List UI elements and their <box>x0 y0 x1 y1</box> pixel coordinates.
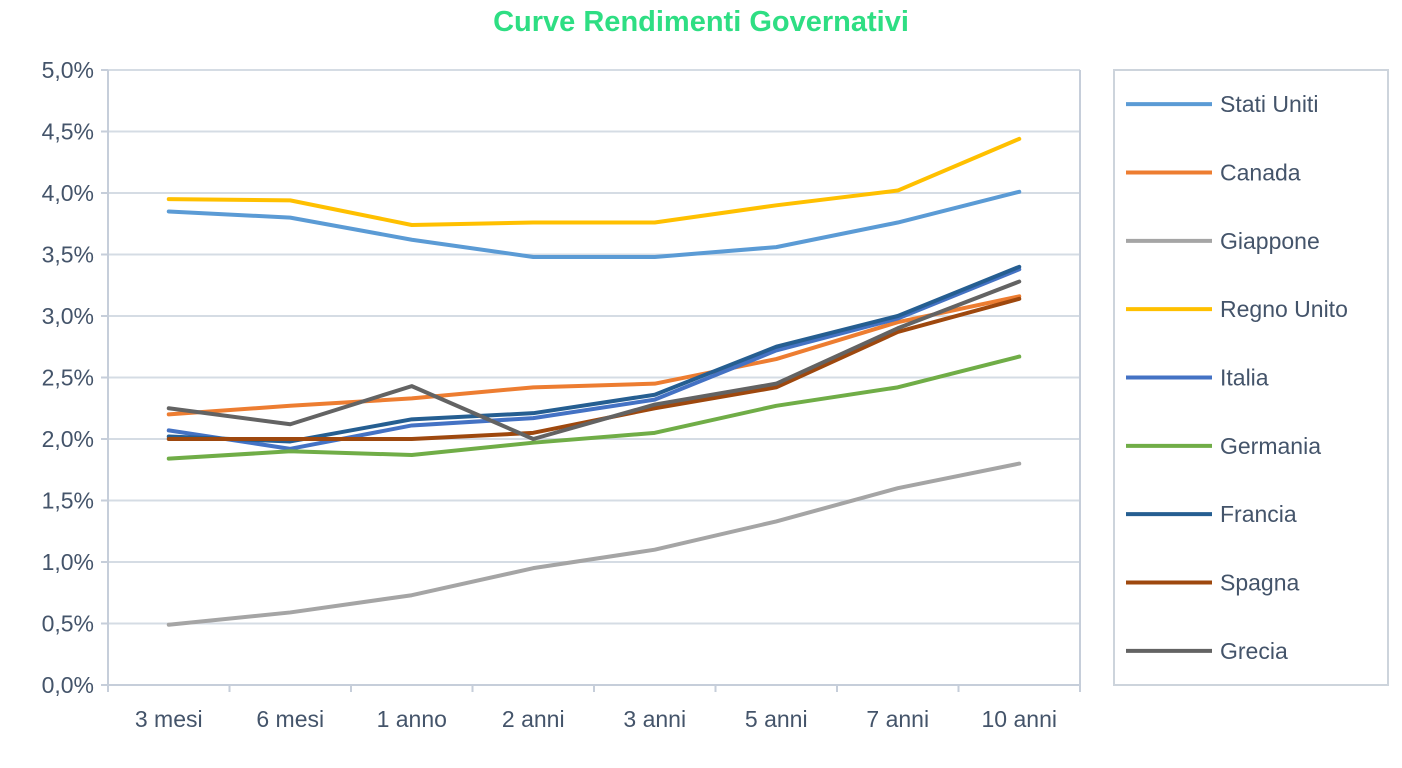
y-axis-tick-label: 4,0% <box>42 180 94 206</box>
y-axis-tick-label: 3,5% <box>42 242 94 268</box>
y-axis-tick-label: 1,0% <box>42 549 94 575</box>
series-line-stati-uniti <box>166 189 1022 259</box>
x-axis-tick-label-3-mesi: 3 mesi <box>135 706 203 732</box>
x-axis-tick-label-3-anni: 3 anni <box>623 706 686 732</box>
y-axis-tick-label: 1,5% <box>42 488 94 514</box>
legend-label-spagna: Spagna <box>1220 570 1300 596</box>
y-axis-tick-label: 2,5% <box>42 365 94 391</box>
legend-item-grecia: Grecia <box>1126 638 1288 664</box>
legend-item-spagna: Spagna <box>1126 570 1300 596</box>
legend-label-regno-unito: Regno Unito <box>1220 296 1348 322</box>
legend-item-giappone: Giappone <box>1126 228 1320 254</box>
x-axis-tick-label-7-anni: 7 anni <box>866 706 929 732</box>
legend-item-germania: Germania <box>1126 433 1321 459</box>
legend-label-germania: Germania <box>1220 433 1321 459</box>
x-axis-tick-label-10-anni: 10 anni <box>982 706 1057 732</box>
legend-label-stati-uniti: Stati Uniti <box>1220 91 1318 117</box>
series-line-germania <box>166 354 1022 461</box>
chart-title: Curve Rendimenti Governativi <box>493 6 909 38</box>
y-axis-tick-label: 2,0% <box>42 426 94 452</box>
legend-item-francia: Francia <box>1126 501 1297 527</box>
y-axis-tick-label: 4,5% <box>42 119 94 145</box>
x-axis-tick-label-2-anni: 2 anni <box>502 706 565 732</box>
legend-label-canada: Canada <box>1220 160 1301 186</box>
legend-item-regno-unito: Regno Unito <box>1126 296 1348 322</box>
legend-label-francia: Francia <box>1220 501 1297 527</box>
legend-label-giappone: Giappone <box>1220 228 1320 254</box>
legend-item-canada: Canada <box>1126 160 1301 186</box>
x-axis-tick-label-1-anno: 1 anno <box>377 706 447 732</box>
series-line-canada <box>166 294 1022 417</box>
legend-item-stati-uniti: Stati Uniti <box>1126 91 1318 117</box>
series-line-giappone <box>166 461 1022 627</box>
legend-label-italia: Italia <box>1220 365 1269 391</box>
series-line-regno-unito <box>166 136 1022 227</box>
series-line-italia <box>166 267 1022 451</box>
y-axis-tick-label: 0,0% <box>42 672 94 698</box>
series-line-grecia <box>166 279 1022 441</box>
legend-label-grecia: Grecia <box>1220 638 1288 664</box>
y-axis-tick-label: 3,0% <box>42 303 94 329</box>
legend: Stati Uniti Canada Giappone Regno Unito Ital… <box>1113 69 1389 686</box>
x-axis-tick-label-6-mesi: 6 mesi <box>256 706 324 732</box>
legend-item-italia: Italia <box>1126 365 1269 391</box>
y-axis-tick-label: 5,0% <box>42 57 94 83</box>
y-axis-tick-label: 0,5% <box>42 611 94 637</box>
legend-border <box>1113 69 1389 686</box>
series-line-francia <box>166 264 1022 444</box>
x-axis-tick-label-5-anni: 5 anni <box>745 706 808 732</box>
